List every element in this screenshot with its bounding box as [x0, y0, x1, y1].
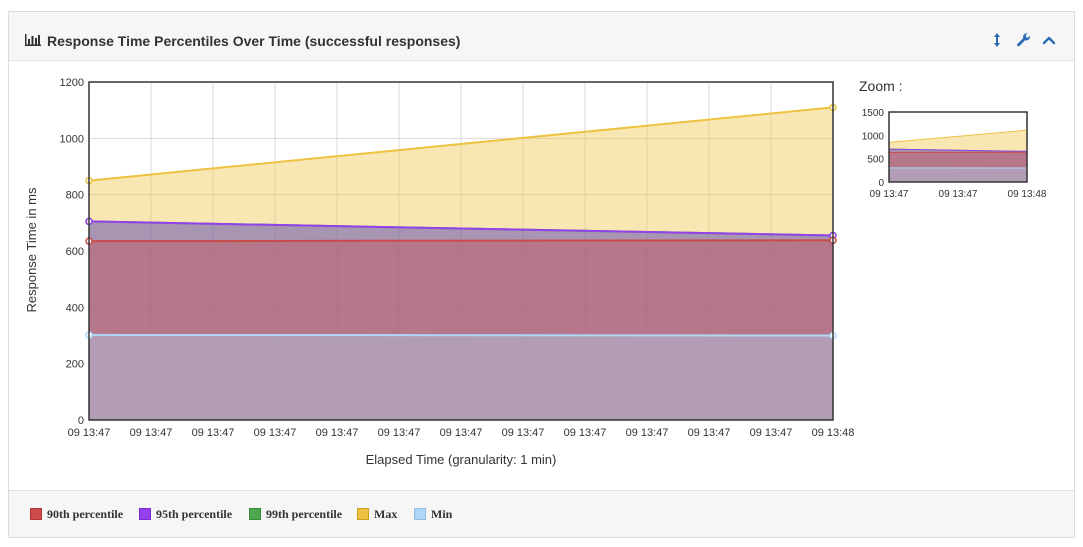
area-min	[89, 334, 833, 420]
x-tick-label: 09 13:47	[502, 427, 545, 439]
area-min	[889, 167, 1027, 182]
chart-panel: Response Time Percentiles Over Time (suc…	[8, 11, 1075, 538]
x-tick-label: 09 13:47	[939, 189, 978, 200]
series-line-90th-percentile	[88, 239, 834, 243]
y-tick-label: 1500	[862, 108, 885, 119]
y-tick-label: 800	[66, 190, 84, 202]
y-axis-title: Response Time in ms	[24, 187, 39, 312]
legend-swatch	[249, 508, 261, 520]
area-90th-percentile	[889, 152, 1027, 182]
x-tick-label: 09 13:48	[1008, 189, 1047, 200]
y-tick-label: 600	[66, 246, 84, 258]
bar-chart-icon	[25, 34, 41, 46]
area-90th-percentile	[89, 240, 833, 420]
legend-label: Max	[374, 506, 398, 521]
legend-item-90th[interactable]: 90th percentile	[30, 506, 123, 522]
legend-swatch	[30, 508, 42, 520]
y-tick-label: 0	[78, 415, 84, 427]
wrench-icon[interactable]	[1013, 30, 1033, 50]
legend-item-max[interactable]: Max	[357, 506, 397, 522]
y-tick-label: 500	[867, 155, 884, 166]
series-line-max	[88, 106, 834, 182]
y-tick-label: 1200	[60, 77, 84, 89]
chevron-up-icon[interactable]	[1039, 30, 1059, 50]
x-tick-label: 09 13:47	[688, 427, 731, 439]
legend-item-95th[interactable]: 95th percentile	[139, 506, 232, 522]
y-tick-label: 1000	[60, 133, 84, 145]
legend-item-99th[interactable]: 99th percentile	[249, 506, 342, 522]
zoom-label: Zoom :	[859, 78, 903, 94]
y-tick-label: 1000	[862, 131, 885, 142]
x-tick-label: 09 13:47	[378, 427, 421, 439]
x-tick-label: 09 13:47	[316, 427, 359, 439]
series-line-95th-percentile	[888, 148, 1028, 152]
x-tick-label: 09 13:47	[130, 427, 173, 439]
panel-title: Response Time Percentiles Over Time (suc…	[47, 33, 461, 49]
area-99th-percentile	[89, 221, 833, 420]
x-tick-label: 09 13:47	[870, 189, 909, 200]
x-tick-label: 09 13:47	[254, 427, 297, 439]
series-line-max	[888, 129, 1028, 143]
legend-item-min[interactable]: Min	[414, 506, 452, 522]
legend-label: Min	[431, 506, 453, 521]
legend-swatch	[357, 508, 369, 520]
area-max	[889, 130, 1027, 182]
plot-frame	[88, 81, 834, 421]
response-time-chart[interactable]: 0 200 400 600 800 1000 1200 09 13:47 09 13:47 09 …	[9, 60, 1074, 490]
panel-header: Response Time Percentiles Over Time (suc…	[9, 12, 1074, 61]
y-tick-label: 200	[66, 359, 84, 371]
legend-label: 95th percentile	[156, 506, 233, 521]
x-axis-title: Elapsed Time (granularity: 1 min)	[366, 452, 557, 467]
x-tick-label: 09 13:47	[440, 427, 483, 439]
plot-frame	[888, 111, 1028, 183]
area-max	[89, 107, 833, 420]
y-tick-label: 400	[66, 302, 84, 314]
area-95th-percentile	[89, 221, 833, 420]
legend-label: 99th percentile	[266, 506, 343, 521]
legend: 90th percentile 95th percentile 99th per…	[9, 490, 1074, 537]
x-tick-label: 09 13:47	[564, 427, 607, 439]
chart-area: 0 200 400 600 800 1000 1200 09 13:47 09 13:47 09 …	[9, 60, 1074, 490]
series-line-min	[88, 333, 834, 337]
area-95th-percentile	[889, 149, 1027, 182]
vertical-arrows-icon[interactable]	[987, 30, 1007, 50]
legend-swatch	[139, 508, 151, 520]
x-tick-label: 09 13:48	[812, 427, 855, 439]
legend-swatch	[414, 508, 426, 520]
area-99th-percentile	[889, 149, 1027, 182]
x-tick-label: 09 13:47	[192, 427, 235, 439]
series-line-95th-percentile	[88, 220, 834, 237]
x-tick-label: 09 13:47	[68, 427, 111, 439]
x-tick-label: 09 13:47	[626, 427, 669, 439]
legend-label: 90th percentile	[47, 506, 124, 521]
x-tick-label: 09 13:47	[750, 427, 793, 439]
y-tick-label: 0	[878, 178, 884, 189]
